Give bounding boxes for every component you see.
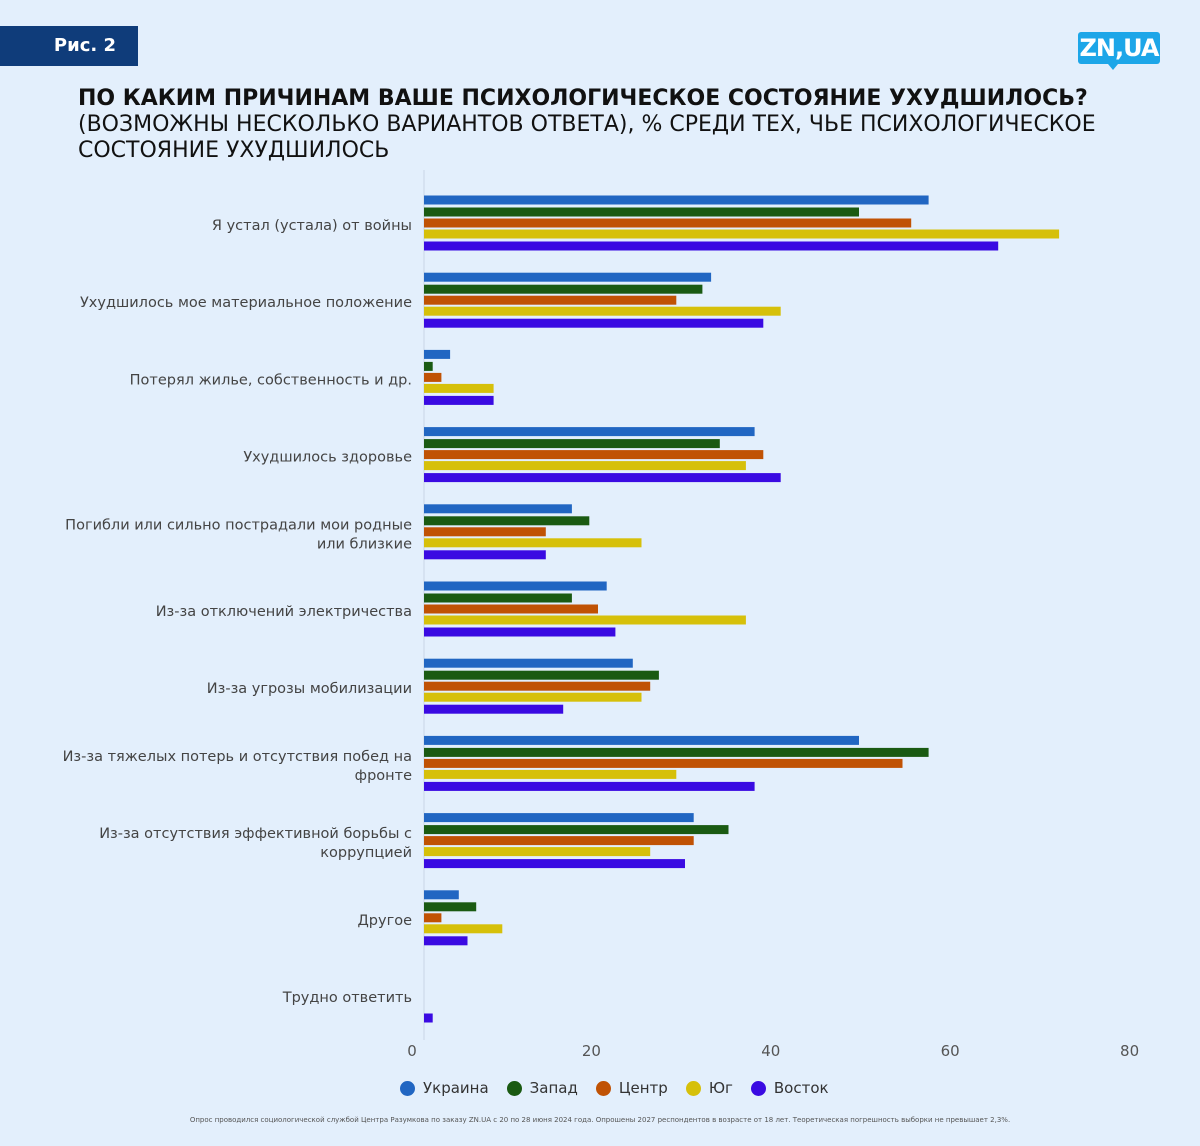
bar-Восток	[424, 704, 564, 714]
legend-dot-icon	[685, 1080, 701, 1096]
bar-Запад	[424, 284, 703, 294]
legend-label: Запад	[529, 1079, 578, 1097]
bar-Центр	[424, 218, 912, 228]
bar-Юг	[424, 847, 651, 857]
bar-Запад	[424, 516, 590, 526]
legend-label: Восток	[773, 1079, 829, 1097]
bar-Восток	[424, 550, 546, 560]
bar-Украина	[424, 349, 451, 359]
bar-Восток	[424, 781, 755, 791]
legend-item: Центр	[595, 1079, 668, 1097]
bar-Центр	[424, 681, 651, 691]
legend: Украина Запад Центр Юг Восток	[400, 1079, 829, 1097]
x-tick-label: 20	[582, 1042, 601, 1060]
title-main: ПО КАКИМ ПРИЧИНАМ ВАШЕ ПСИХОЛОГИЧЕСКОЕ С…	[78, 86, 1088, 111]
category-label: коррупцией	[320, 845, 412, 861]
legend-dot-icon	[595, 1080, 611, 1096]
bar-Юг	[424, 769, 677, 779]
x-tick-label: 40	[761, 1042, 780, 1060]
bar-Центр	[424, 450, 764, 460]
bar-Центр	[424, 372, 442, 382]
bar-Юг	[424, 461, 746, 471]
bar-Центр	[424, 295, 677, 305]
bar-Центр	[424, 836, 694, 846]
bar-Юг	[424, 692, 642, 702]
bar-Украина	[424, 195, 929, 205]
legend-dot-icon	[400, 1080, 415, 1096]
x-tick-label: 60	[941, 1042, 960, 1060]
bar-Юг	[424, 538, 642, 548]
legend-item: Украина	[400, 1079, 489, 1097]
chart-title: ПО КАКИМ ПРИЧИНАМ ВАШЕ ПСИХОЛОГИЧЕСКОЕ С…	[78, 86, 1158, 164]
category-label: Погибли или сильно пострадали мои родные	[65, 517, 412, 533]
bar-Центр	[424, 758, 903, 768]
title-sub: (ВОЗМОЖНЫ НЕСКОЛЬКО ВАРИАНТОВ ОТВЕТА), %…	[78, 112, 1096, 163]
bar-Юг	[424, 229, 1060, 239]
bar-Украина	[424, 504, 572, 514]
category-label: Ухудшилось мое материальное положение	[80, 295, 412, 311]
bar-Восток	[424, 859, 685, 869]
footnote: Опрос проводился социологической службой…	[189, 1116, 1011, 1124]
zn-ua-logo: ZN,UA	[1078, 32, 1160, 70]
bar-Запад	[424, 593, 572, 603]
bar-Юг	[424, 383, 494, 393]
bar-Запад	[424, 207, 859, 217]
legend-label: Центр	[618, 1079, 668, 1097]
legend-label: Юг	[708, 1079, 733, 1097]
category-label: Другое	[357, 913, 412, 929]
category-label: Из-за отсутствия эффективной борьбы с	[99, 826, 412, 842]
category-label: или близкие	[317, 536, 412, 552]
category-label: Потерял жилье, собственность и др.	[130, 372, 412, 388]
bar-Центр	[424, 913, 442, 923]
category-label: Из-за угрозы мобилизации	[207, 681, 412, 697]
bar-Украина	[424, 813, 694, 823]
legend-item: Юг	[685, 1079, 733, 1097]
figure-badge: Рис. 2	[0, 26, 138, 66]
bar-Юг	[424, 924, 503, 934]
bar-Запад	[424, 902, 477, 912]
category-label: Я устал (устала) от войны	[212, 218, 412, 234]
bar-Центр	[424, 527, 546, 537]
legend-dot-icon	[506, 1080, 522, 1096]
bar-Запад	[424, 361, 433, 371]
bar-Восток	[424, 395, 494, 405]
bar-Восток	[424, 241, 999, 251]
legend-label: Украина	[423, 1079, 489, 1097]
bar-Восток	[424, 936, 468, 946]
x-tick-label: 0	[407, 1042, 417, 1060]
bar-Восток	[424, 627, 616, 637]
bar-Украина	[424, 272, 712, 282]
legend-dot-icon	[750, 1080, 766, 1096]
category-label: Из-за отключений электричества	[156, 604, 412, 620]
bar-Запад	[424, 825, 729, 835]
bar-Юг	[424, 615, 746, 625]
bar-Запад	[424, 439, 720, 449]
bar-Украина	[424, 890, 459, 900]
bar-Юг	[424, 306, 781, 316]
category-label: Из-за тяжелых потерь и отсутствия побед …	[63, 749, 412, 765]
x-tick-label: 80	[1120, 1042, 1139, 1060]
bar-Украина	[424, 658, 633, 668]
bar-Восток	[424, 473, 781, 483]
bar-Украина	[424, 581, 607, 591]
legend-item: Восток	[750, 1079, 829, 1097]
legend-item: Запад	[506, 1079, 578, 1097]
bar-Центр	[424, 604, 598, 614]
category-label: фронте	[355, 768, 412, 784]
category-label: Трудно ответить	[282, 990, 412, 1006]
bar-Восток	[424, 318, 764, 328]
bar-Запад	[424, 670, 659, 680]
bar-Украина	[424, 735, 859, 745]
bar-Восток	[424, 1013, 433, 1023]
category-label: Ухудшилось здоровье	[243, 450, 412, 466]
bar-Украина	[424, 427, 755, 437]
bar-Запад	[424, 747, 929, 757]
